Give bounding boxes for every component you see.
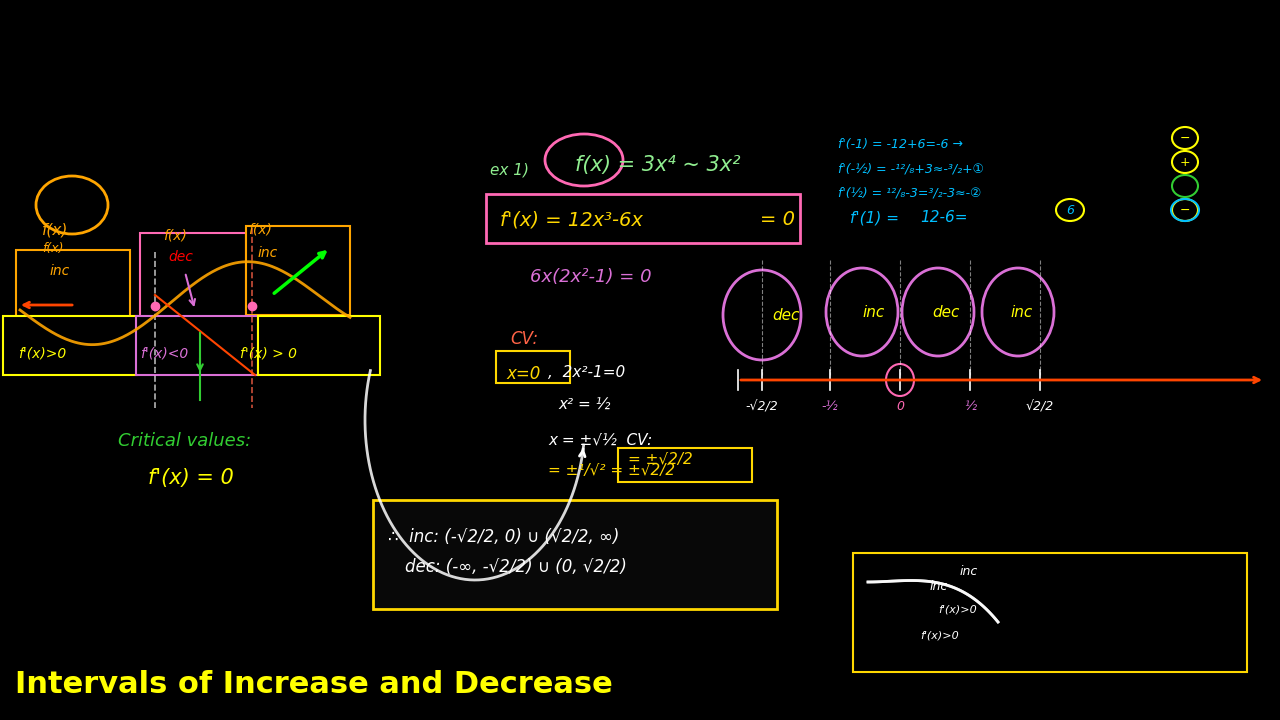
Text: +: + (1180, 156, 1190, 168)
Text: inc: inc (931, 580, 948, 593)
Text: inc: inc (1010, 305, 1032, 320)
Text: inc: inc (50, 264, 70, 278)
Text: inc: inc (861, 305, 884, 320)
Text: inc: inc (259, 246, 278, 260)
Text: f(x): f(x) (42, 222, 68, 237)
Text: f(x): f(x) (248, 222, 271, 236)
Text: = ±√2/2: = ±√2/2 (628, 452, 692, 467)
FancyBboxPatch shape (259, 316, 380, 375)
FancyBboxPatch shape (852, 553, 1247, 672)
FancyBboxPatch shape (15, 250, 131, 349)
FancyBboxPatch shape (136, 316, 259, 375)
Text: x = ±√½  CV:: x = ±√½ CV: (548, 432, 653, 447)
Text: x² = ½: x² = ½ (558, 398, 611, 413)
Text: √2/2: √2/2 (1025, 400, 1055, 413)
Text: f(x): f(x) (42, 242, 64, 255)
Text: f'(x)>0: f'(x)>0 (938, 605, 977, 615)
Text: dec: dec (772, 308, 800, 323)
Text: = 0: = 0 (760, 210, 795, 229)
Text: 6: 6 (1066, 204, 1074, 217)
Text: f'(x)>0: f'(x)>0 (18, 346, 67, 360)
Text: dec: (-∞, -√2/2) ∪ (0, √2/2): dec: (-∞, -√2/2) ∪ (0, √2/2) (404, 558, 627, 576)
Text: f(x): f(x) (163, 228, 187, 242)
Text: f'(x) = 12x³-6x: f'(x) = 12x³-6x (500, 210, 643, 229)
Text: 6x(2x²-1) = 0: 6x(2x²-1) = 0 (530, 268, 652, 286)
Text: ½: ½ (964, 400, 977, 413)
Text: CV:: CV: (509, 330, 538, 348)
Text: f'(½) = ¹²/₈-3=³/₂-3≈-②: f'(½) = ¹²/₈-3=³/₂-3≈-② (838, 186, 982, 199)
Text: f'(-½) = -¹²/₈+3≈-³/₂+①: f'(-½) = -¹²/₈+3≈-³/₂+① (838, 162, 984, 175)
FancyBboxPatch shape (140, 233, 246, 335)
Text: -√2/2: -√2/2 (746, 400, 778, 413)
FancyBboxPatch shape (372, 500, 777, 609)
Text: f'(1) =: f'(1) = (850, 210, 899, 225)
Text: −: − (1180, 132, 1190, 145)
FancyBboxPatch shape (486, 194, 800, 243)
FancyBboxPatch shape (618, 448, 753, 482)
Text: = ±¹/√² = ±√2/2: = ±¹/√² = ±√2/2 (548, 463, 675, 478)
FancyBboxPatch shape (246, 226, 349, 315)
Text: Critical values:: Critical values: (118, 432, 251, 450)
FancyBboxPatch shape (3, 316, 137, 375)
Text: f'(x)<0: f'(x)<0 (140, 346, 188, 360)
Text: f'(x)>0: f'(x)>0 (920, 630, 959, 640)
Text: x=0: x=0 (506, 365, 540, 383)
Text: f'(-1) = -12+6=-6 →: f'(-1) = -12+6=-6 → (838, 138, 963, 151)
Text: 0: 0 (896, 400, 904, 413)
Text: ex 1): ex 1) (490, 162, 529, 177)
Text: f'(x) = 0: f'(x) = 0 (148, 468, 234, 488)
FancyBboxPatch shape (497, 351, 570, 383)
Text: ,  2x²-1=0: , 2x²-1=0 (548, 365, 625, 380)
Text: inc: inc (960, 565, 978, 578)
Text: −: − (1180, 204, 1190, 217)
Text: Intervals of Increase and Decrease: Intervals of Increase and Decrease (15, 670, 613, 699)
Text: f(x) = 3x⁴ ∼ 3x²: f(x) = 3x⁴ ∼ 3x² (575, 155, 741, 175)
Text: ∴  inc: (-√2/2, 0) ∪ (√2/2, ∞): ∴ inc: (-√2/2, 0) ∪ (√2/2, ∞) (388, 528, 620, 546)
Text: dec: dec (932, 305, 960, 320)
Text: 12-6=: 12-6= (920, 210, 968, 225)
Text: -½: -½ (822, 400, 838, 413)
Text: dec: dec (168, 250, 193, 264)
Text: f'(x) > 0: f'(x) > 0 (241, 346, 297, 360)
